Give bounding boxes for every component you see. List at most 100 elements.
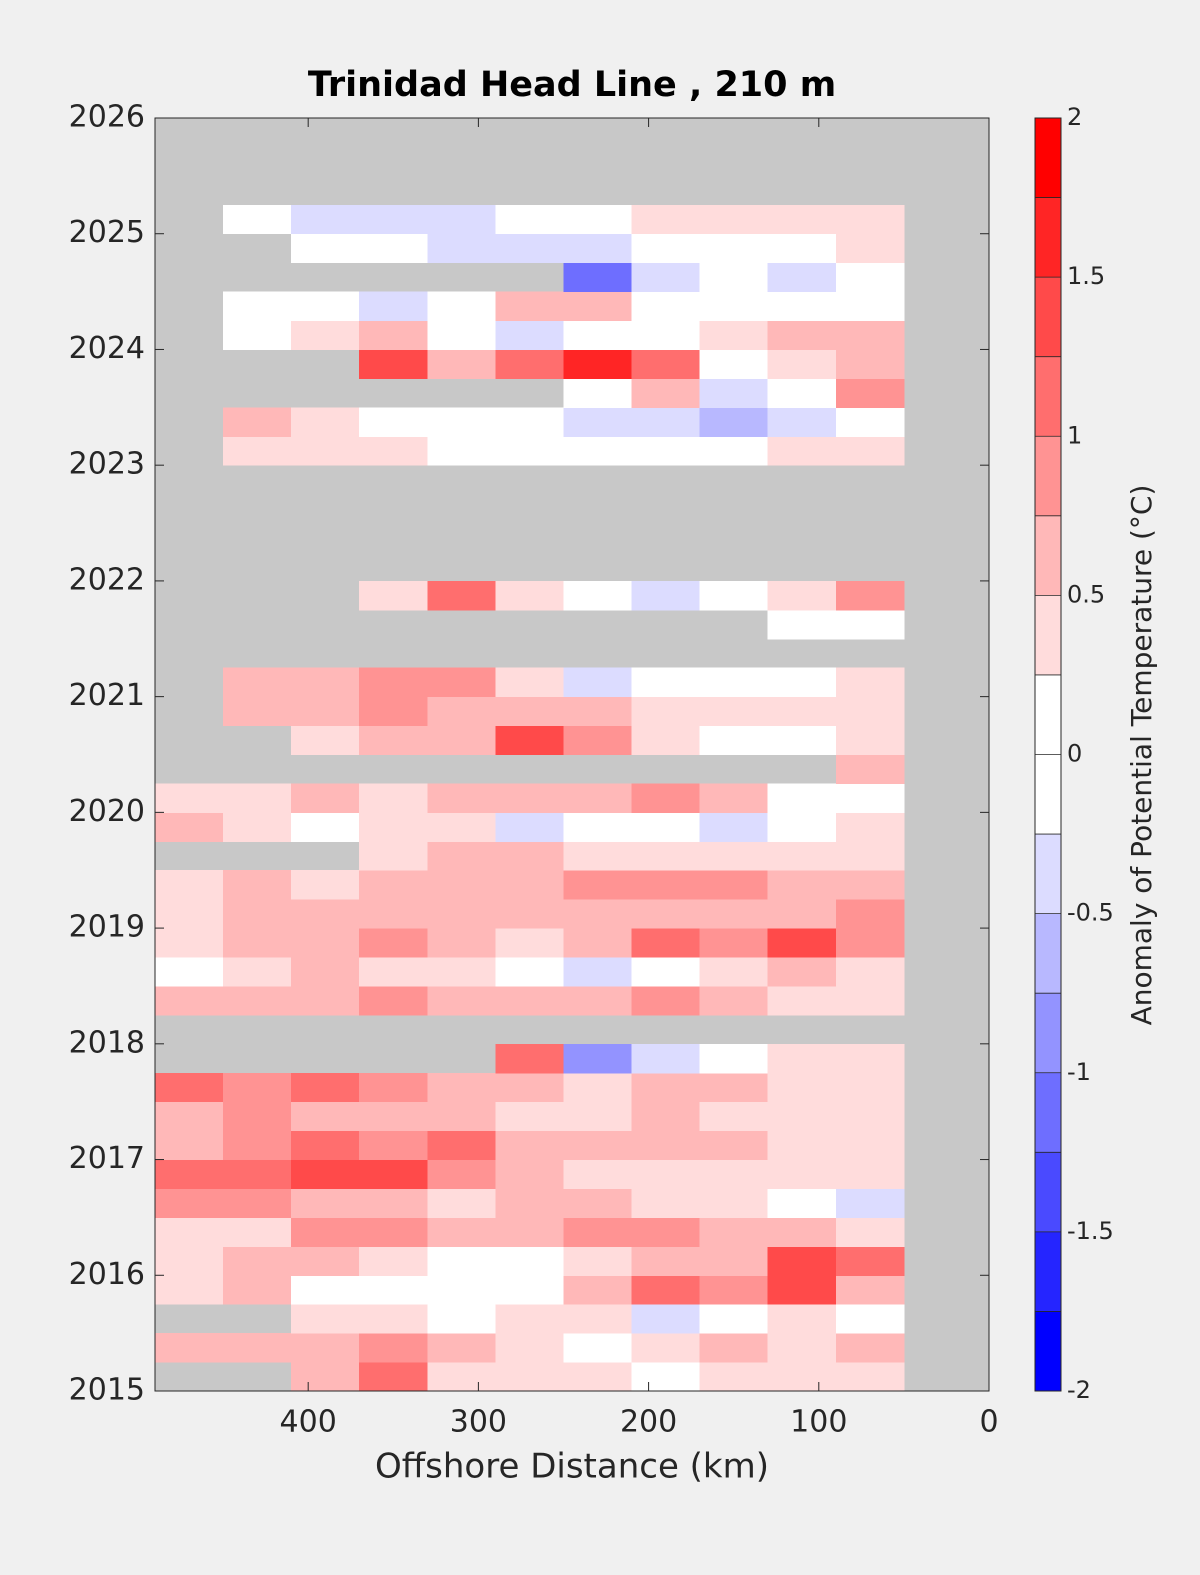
contour-cell: [223, 436, 292, 466]
contour-cell: [631, 378, 701, 408]
contour-cell: [155, 1159, 224, 1189]
contour-cell: [359, 1362, 428, 1392]
contour-cell: [155, 899, 224, 929]
colorbar-band: [1035, 913, 1061, 994]
contour-cell: [291, 1130, 360, 1161]
contour-cell: [155, 1246, 224, 1276]
contour-cell: [495, 291, 564, 322]
contour-cell: [631, 320, 701, 350]
contour-cell: [359, 320, 428, 350]
contour-cell: [359, 696, 428, 727]
contour-cell: [699, 580, 769, 611]
contour-cell: [835, 204, 905, 235]
contour-cell: [155, 957, 224, 987]
contour-cell: [427, 1188, 496, 1218]
contour-cell: [427, 812, 496, 842]
contour-cell: [631, 667, 701, 698]
contour-cell: [631, 1333, 701, 1363]
contour-cell: [631, 233, 701, 264]
contour-cell: [767, 957, 837, 987]
contour-cell: [495, 1362, 564, 1392]
contour-cell: [563, 812, 633, 842]
contour-cell: [835, 291, 905, 322]
colorbar-band: [1035, 993, 1061, 1073]
contour-cell: [495, 1333, 564, 1363]
colorbar-band: [1035, 436, 1061, 516]
contour-cell: [767, 985, 837, 1016]
x-tick-label: 300: [450, 1405, 507, 1440]
contour-cell: [835, 1333, 905, 1363]
contour-cell: [699, 870, 769, 900]
contour-cell: [835, 985, 905, 1016]
contour-cell: [291, 1159, 360, 1189]
contour-cell: [631, 262, 701, 293]
contour-cell: [495, 957, 564, 987]
contour-cell: [359, 783, 428, 813]
contour-cell: [223, 1101, 292, 1132]
y-tick-label: 2019: [69, 910, 145, 945]
contour-cell: [223, 696, 292, 727]
contour-cell: [223, 1159, 292, 1189]
contour-cell: [767, 1362, 837, 1392]
contour-cell: [495, 985, 564, 1016]
contour-cell: [767, 262, 837, 293]
contour-cell: [427, 233, 496, 264]
contour-cell: [291, 957, 360, 987]
contour-cell: [155, 1101, 224, 1132]
contour-cell: [495, 812, 564, 842]
contour-cell: [223, 667, 292, 698]
contour-cell: [223, 783, 292, 813]
y-tick-label: 2022: [69, 562, 145, 597]
contour-cell: [223, 1130, 292, 1161]
contour-cell: [223, 812, 292, 842]
contour-cell: [223, 1217, 292, 1247]
contour-cell: [631, 696, 701, 727]
contour-cell: [835, 667, 905, 698]
x-tick-label: 0: [979, 1405, 998, 1440]
contour-cell: [835, 1043, 905, 1074]
contour-cell: [835, 812, 905, 842]
contour-cell: [291, 928, 360, 958]
contour-cell: [291, 204, 360, 235]
colorbar-band: [1035, 1311, 1061, 1391]
contour-cell: [359, 1304, 428, 1334]
contour-cell: [291, 436, 360, 466]
contour-cell: [631, 1275, 701, 1305]
contour-cell: [767, 580, 837, 611]
contour-cell: [223, 1275, 292, 1305]
contour-cell: [291, 1275, 360, 1305]
contour-cell: [223, 1072, 292, 1103]
contour-cell: [631, 1101, 701, 1132]
colorbar-label: Anomaly of Potential Temperature (°C): [1125, 485, 1158, 1026]
contour-cell: [835, 1101, 905, 1132]
contour-cell: [835, 841, 905, 871]
contour-cell: [563, 957, 633, 987]
colorbar-tick-label: -1: [1067, 1058, 1091, 1086]
contour-cell: [835, 1130, 905, 1161]
contour-cell: [427, 204, 496, 235]
contour-cell: [631, 407, 701, 437]
contour-cell: [699, 696, 769, 727]
contour-cell: [835, 783, 905, 813]
contour-cell: [835, 407, 905, 437]
colorbar-band: [1035, 595, 1061, 675]
contour-cell: [767, 1101, 837, 1132]
contour-cell: [563, 204, 633, 235]
contour-cell: [223, 407, 292, 437]
contour-cell: [767, 783, 837, 813]
contour-cell: [699, 291, 769, 322]
contour-cell: [291, 696, 360, 727]
contour-cell: [835, 1275, 905, 1305]
contour-cell: [563, 899, 633, 929]
contour-cell: [563, 725, 633, 755]
contour-cell: [767, 1333, 837, 1363]
contour-cell: [291, 899, 360, 929]
contour-cell: [359, 725, 428, 755]
contour-cell: [767, 291, 837, 322]
contour-cell: [223, 291, 292, 322]
contour-cell: [767, 899, 837, 929]
contour-cell: [291, 320, 360, 350]
contour-cell: [767, 1246, 837, 1276]
contour-cell: [427, 1362, 496, 1392]
contour-cell: [835, 320, 905, 350]
